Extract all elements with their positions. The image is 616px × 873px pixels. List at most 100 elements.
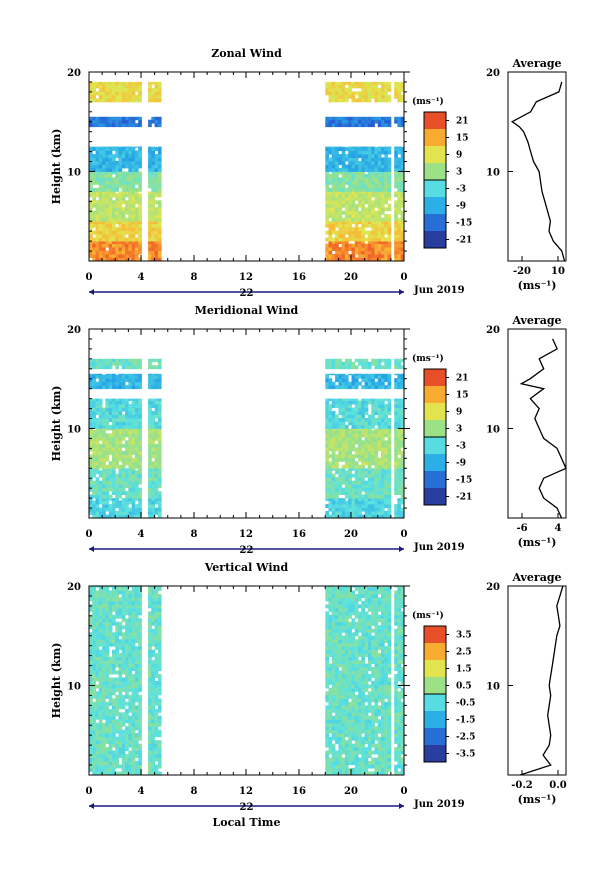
heatmap-cell: [381, 378, 385, 383]
heatmap-cell: [131, 649, 136, 654]
heatmap-cell: [384, 116, 388, 121]
heatmap-cell: [397, 487, 402, 492]
heatmap-cell: [154, 385, 159, 390]
heatmap-cell: [400, 381, 405, 386]
heatmap-cell: [112, 243, 116, 248]
heatmap-cell: [92, 750, 96, 755]
heatmap-cell: [367, 250, 372, 255]
heatmap-cell: [92, 656, 96, 661]
heatmap-cell: [89, 150, 93, 155]
heatmap-cell: [134, 381, 139, 386]
heatmap-cell: [92, 491, 96, 495]
heatmap-cell: [364, 494, 369, 499]
heatmap-cell: [361, 457, 365, 462]
heatmap-cell: [131, 193, 136, 198]
heatmap-cell: [341, 196, 346, 201]
x-tick-label: 4: [138, 529, 145, 540]
heatmap-cell: [148, 473, 152, 478]
heatmap-cell: [128, 447, 133, 452]
heatmap-cell: [335, 94, 339, 99]
heatmap-cell: [331, 247, 336, 251]
heatmap-cell: [371, 250, 375, 255]
heatmap-cell: [358, 193, 362, 198]
heatmap-cell: [358, 500, 362, 505]
heatmap-cell: [364, 473, 369, 478]
heatmap-cell: [325, 691, 329, 696]
heatmap-cell: [98, 200, 103, 205]
heatmap-cell: [394, 230, 398, 235]
heatmap-cell: [381, 430, 385, 434]
heatmap-cell: [331, 660, 336, 664]
heatmap-cell: [400, 147, 405, 151]
heatmap-cell: [134, 146, 139, 148]
heatmap-cell: [112, 604, 116, 609]
heatmap-cell: [118, 656, 123, 661]
heatmap-cell: [361, 146, 365, 148]
heatmap-cell: [92, 649, 96, 654]
heatmap-cell: [361, 400, 365, 405]
heatmap-cell: [151, 491, 155, 495]
heatmap-cell: [154, 430, 159, 434]
heatmap-cell: [102, 378, 106, 383]
heatmap-cell: [89, 597, 93, 602]
heatmap-cell: [92, 116, 96, 121]
heatmap-cell: [128, 411, 133, 415]
heatmap-cell: [118, 203, 123, 208]
heatmap-cell: [338, 358, 343, 363]
heatmap-cell: [92, 247, 96, 251]
heatmap-cell: [118, 607, 123, 612]
heatmap-cell: [118, 454, 123, 459]
heatmap-cell: [138, 681, 142, 685]
heatmap-cell: [128, 193, 133, 198]
heatmap-cell: [344, 484, 349, 489]
heatmap-cell: [138, 164, 142, 169]
heatmap-cell: [131, 712, 136, 717]
heatmap-cell: [118, 694, 123, 699]
heatmap-cell: [157, 688, 162, 692]
heatmap-cell: [105, 200, 110, 205]
heatmap-cell: [154, 663, 159, 668]
heatmap-cell: [394, 511, 398, 515]
heatmap-cell: [95, 207, 100, 212]
heatmap-cell: [351, 414, 356, 419]
heatmap-cell: [102, 257, 106, 262]
heatmap-cell: [108, 625, 113, 630]
heatmap-cell: [98, 257, 103, 262]
heatmap-cell: [148, 385, 152, 390]
heatmap-cell: [112, 217, 116, 222]
heatmap-cell: [148, 196, 152, 201]
heatmap-cell: [92, 618, 96, 623]
heatmap-cell: [384, 447, 388, 452]
heatmap-cell: [387, 457, 392, 462]
heatmap-cell: [367, 164, 372, 169]
heatmap-cell: [157, 473, 162, 478]
heatmap-cell: [157, 733, 162, 738]
heatmap-cell: [92, 484, 96, 489]
heatmap-cell: [397, 385, 402, 390]
heatmap-cell: [108, 365, 113, 370]
date-arrow-left: [89, 546, 94, 552]
heatmap-cell: [154, 674, 159, 678]
heatmap-cell: [328, 254, 333, 258]
heatmap-cell: [351, 411, 356, 415]
heatmap-cell: [118, 164, 123, 169]
heatmap-cell: [89, 712, 93, 717]
heatmap-cell: [331, 480, 336, 485]
heatmap-cell: [367, 84, 372, 89]
heatmap-cell: [151, 400, 155, 405]
heatmap-cell: [102, 586, 106, 588]
heatmap-cell: [371, 411, 375, 415]
heatmap-cell: [400, 191, 405, 194]
heatmap-cell: [351, 230, 356, 235]
heatmap-cell: [394, 119, 398, 124]
heatmap-cell: [108, 374, 113, 379]
heatmap-cell: [138, 123, 142, 128]
heatmap-cell: [157, 484, 162, 489]
heatmap-cell: [118, 477, 123, 482]
heatmap-cell: [89, 430, 93, 434]
heatmap-cell: [98, 214, 103, 219]
heatmap-cell: [325, 243, 329, 248]
heatmap-cell: [348, 161, 352, 165]
heatmap-cell: [371, 414, 375, 419]
